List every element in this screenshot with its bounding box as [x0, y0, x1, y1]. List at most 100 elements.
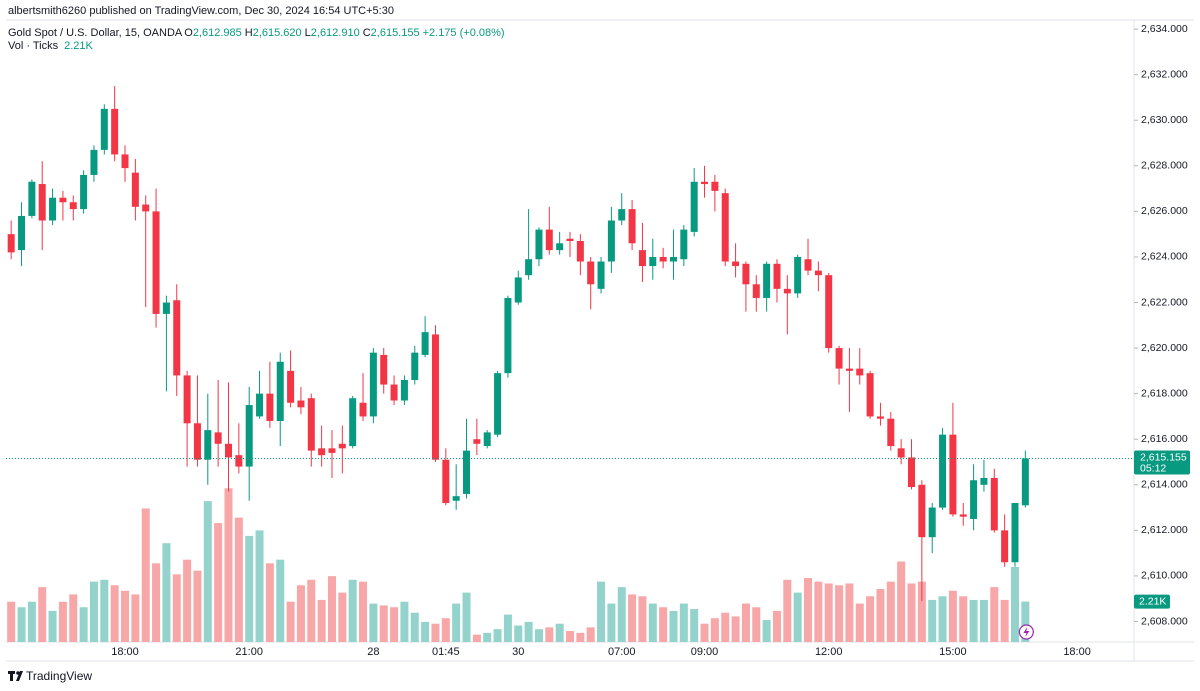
volume-bar: [286, 601, 295, 642]
volume-bar: [58, 601, 67, 642]
y-tick-label: 2,614.000: [1141, 479, 1188, 491]
candle-body: [866, 373, 874, 417]
candle-body: [266, 393, 274, 421]
volume-bar: [48, 610, 57, 642]
candle-body: [80, 174, 88, 210]
volume-bar: [245, 535, 254, 642]
volume-bar: [79, 607, 88, 642]
volume-bar: [152, 563, 161, 642]
y-tick-label: 2,634.000: [1141, 23, 1188, 35]
footer-logo: [8, 671, 23, 681]
y-tick-label: 2,628.000: [1141, 160, 1188, 172]
volume-bar: [265, 563, 274, 642]
volume-bar: [876, 588, 885, 642]
last-price-label: 2,615.155: [1140, 451, 1187, 463]
y-tick-label: 2,608.000: [1141, 615, 1188, 627]
candle-body: [1011, 503, 1019, 563]
volume-bar: [131, 594, 140, 642]
candle-body: [287, 370, 295, 403]
y-tick-label: 2,612.000: [1141, 524, 1188, 536]
candle-body: [794, 256, 802, 294]
candle-body: [597, 261, 605, 289]
header: albertsmith6260 published on TradingView…: [8, 5, 394, 17]
candle-body: [628, 209, 636, 244]
candle-body: [535, 229, 543, 260]
candle-body: [742, 263, 750, 285]
volume-bar: [597, 581, 606, 642]
volume-bar: [307, 579, 316, 642]
candle-body: [980, 477, 988, 485]
candle-body: [494, 373, 502, 435]
candle-body: [566, 238, 574, 242]
candle-body: [69, 202, 77, 210]
x-tick-label: 15:00: [939, 646, 967, 658]
candle-body: [1001, 530, 1009, 563]
volume-bar: [917, 581, 926, 642]
candle-body: [732, 261, 740, 267]
candle-body: [390, 384, 398, 401]
candle-body: [473, 439, 481, 444]
volume-bar: [255, 530, 264, 642]
candle-body: [59, 197, 67, 203]
candle-body: [7, 234, 15, 253]
volume-bar: [89, 581, 98, 642]
y-tick-label: 2,632.000: [1141, 68, 1188, 80]
volume-bar: [741, 603, 750, 642]
volume-bar: [628, 594, 637, 642]
candle-body: [845, 368, 853, 371]
volume-bar: [503, 614, 512, 642]
candle-body: [876, 416, 884, 419]
candle-body: [297, 400, 305, 408]
candle-body: [276, 361, 284, 421]
legend-field-value: 2,612.910: [311, 27, 360, 39]
volume-bar: [214, 523, 223, 642]
volume-bar: [100, 579, 109, 642]
candle-body: [887, 418, 895, 447]
volume-bar: [462, 592, 471, 642]
volume-bar: [835, 585, 844, 642]
volume-bar: [793, 592, 802, 642]
y-tick-label: 2,626.000: [1141, 205, 1188, 217]
volume-bar: [203, 501, 212, 642]
volume-bar: [731, 616, 740, 642]
candle-body: [680, 229, 688, 260]
volume-bar: [617, 587, 626, 642]
candle-body: [814, 270, 822, 276]
candle-body: [162, 302, 170, 314]
candles: [7, 86, 1029, 601]
volume-bar: [7, 601, 16, 642]
volume-bar: [824, 583, 833, 642]
candle-body: [669, 256, 677, 262]
volume-bar: [845, 583, 854, 642]
volume-bar: [296, 585, 305, 642]
candle-body: [28, 181, 36, 216]
candle-body: [90, 149, 98, 175]
x-tick-label: 21:00: [235, 646, 263, 658]
x-tick-label: 09:00: [691, 646, 719, 658]
volume-bar: [969, 599, 978, 642]
volume-bar: [586, 627, 595, 642]
candle-body: [804, 259, 812, 271]
candle-body: [970, 480, 978, 519]
legend-field-value: 2,615.155: [371, 27, 420, 39]
candle-body: [359, 402, 367, 417]
volume-bar: [669, 610, 678, 642]
volume-bar: [679, 603, 688, 642]
volume-bar: [886, 581, 895, 642]
candle-body: [928, 507, 936, 538]
volume-bar: [648, 603, 657, 642]
volume-bar: [783, 579, 792, 642]
candle-body: [825, 275, 833, 349]
volume-bar: [338, 592, 347, 642]
y-tick-label: 2,630.000: [1141, 114, 1188, 126]
volume-bar: [607, 603, 616, 642]
candle-body: [908, 457, 916, 488]
candle-body: [587, 261, 595, 285]
volume-bar: [327, 576, 336, 642]
volume-bar: [814, 581, 823, 642]
volume-bar: [979, 599, 988, 642]
volume-bar: [990, 587, 999, 642]
candle-body: [763, 263, 771, 298]
candle-body: [256, 393, 264, 417]
candle-body: [690, 181, 698, 232]
